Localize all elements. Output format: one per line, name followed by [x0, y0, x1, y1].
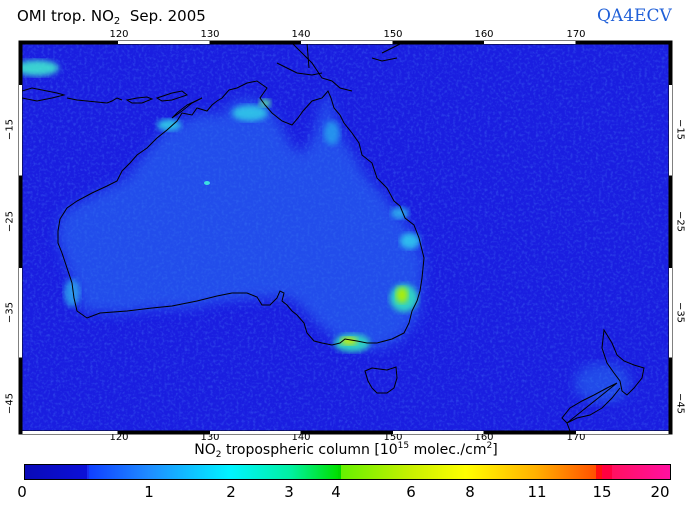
colorbar-segment	[596, 465, 602, 479]
left-tick-label: −25	[4, 210, 16, 233]
bottom-tick-label: 140	[291, 432, 311, 443]
colorbar-segment	[602, 465, 612, 479]
right-tick-label: −15	[674, 118, 686, 141]
colorbar-segment	[338, 465, 341, 479]
colorbar-segment	[149, 465, 231, 479]
frame-top-segment	[210, 41, 301, 44]
colorbar-segment	[231, 465, 291, 479]
colorbar-tick-label: 11	[527, 483, 547, 501]
frame-left-segment	[19, 176, 22, 268]
frame-top-segment	[118, 41, 210, 44]
top-tick-label: 140	[291, 29, 311, 40]
frame-bottom-segment	[393, 431, 484, 434]
frame-bottom-segment	[22, 431, 118, 434]
chart-title: OMI trop. NO2 Sep. 2005	[17, 7, 206, 27]
colorbar-tick-label: 8	[465, 483, 475, 501]
frame-bottom-segment	[301, 431, 393, 434]
colorbar-tick-label: 4	[331, 483, 341, 501]
top-tick-label: 160	[474, 29, 494, 40]
bottom-tick-label: 150	[383, 432, 403, 443]
left-tick-label: −45	[4, 392, 16, 415]
colorbar-title-sup: 15	[397, 441, 410, 451]
frame-right-segment	[669, 358, 672, 434]
colorbar-title: NO2 tropospheric column [1015 molec./cm2…	[0, 441, 692, 460]
frame-right-segment	[669, 268, 672, 358]
right-tick-label: −25	[674, 210, 686, 233]
bottom-tick-label: 130	[200, 432, 220, 443]
colorbar-title-text: NO	[194, 442, 216, 458]
left-tick-label: −15	[4, 118, 16, 141]
colorbar-title-sup2: 2	[486, 441, 493, 451]
colorbar	[24, 464, 671, 480]
brand-label: QA4ECV	[597, 6, 672, 26]
title-subscript: 2	[113, 16, 121, 27]
colorbar-tick-label: 3	[284, 483, 294, 501]
right-tick-label: −35	[674, 301, 686, 324]
colorbar-tick-label: 15	[592, 483, 612, 501]
frame-right-segment	[669, 85, 672, 176]
right-tick-label: −45	[674, 392, 686, 415]
frame-bottom-segment	[210, 431, 301, 434]
frame-bottom-segment	[118, 431, 210, 434]
frame-left-segment	[19, 41, 22, 85]
colorbar-segment	[291, 465, 338, 479]
frame-bottom-segment	[576, 431, 669, 434]
frame-top-segment	[301, 41, 393, 44]
title-text: OMI trop. NO	[17, 7, 114, 25]
top-tick-label: 150	[383, 29, 403, 40]
colorbar-segment	[25, 465, 87, 479]
top-tick-label: 170	[566, 29, 586, 40]
colorbar-tick-label: 2	[226, 483, 236, 501]
frame-top-segment	[22, 41, 118, 44]
bottom-tick-label: 170	[566, 432, 586, 443]
colorbar-segment	[536, 465, 596, 479]
frame-right-segment	[669, 41, 672, 85]
colorbar-segment	[87, 465, 89, 479]
map-canvas	[22, 43, 669, 431]
colorbar-title-mid: tropospheric column [10	[221, 442, 398, 458]
colorbar-segment	[341, 465, 411, 479]
no2-map	[22, 43, 669, 431]
colorbar-segment	[411, 465, 466, 479]
colorbar-tick-label: 6	[406, 483, 416, 501]
title-date: Sep. 2005	[120, 7, 206, 25]
frame-top-segment	[393, 41, 484, 44]
frame-top-segment	[484, 41, 576, 44]
colorbar-title-sub: 2	[215, 450, 222, 460]
frame-bottom-segment	[484, 431, 576, 434]
frame-right-segment	[669, 176, 672, 268]
bottom-tick-label: 120	[109, 432, 129, 443]
colorbar-tick-label: 20	[650, 483, 670, 501]
colorbar-segment	[89, 465, 149, 479]
colorbar-tick-label: 1	[144, 483, 154, 501]
top-tick-label: 120	[109, 29, 129, 40]
left-tick-label: −35	[4, 301, 16, 324]
colorbar-segment	[466, 465, 536, 479]
frame-left-segment	[19, 268, 22, 358]
colorbar-title-end: ]	[492, 442, 498, 458]
frame-left-segment	[19, 85, 22, 176]
bottom-tick-label: 160	[474, 432, 494, 443]
coastline	[22, 43, 645, 431]
colorbar-segment	[612, 465, 670, 479]
frame-top-segment	[576, 41, 669, 44]
frame-left-segment	[19, 358, 22, 434]
colorbar-title-unit: molec./cm	[409, 442, 487, 458]
top-tick-label: 130	[200, 29, 220, 40]
colorbar-tick-label: 0	[17, 483, 27, 501]
